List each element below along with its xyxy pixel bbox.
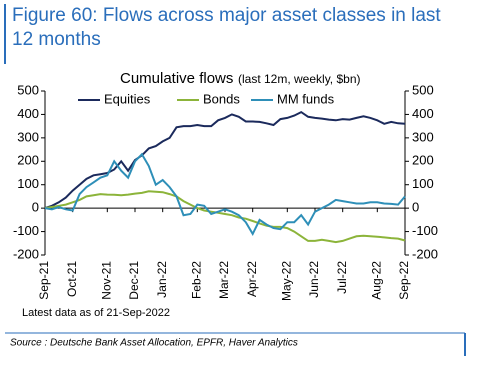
y2-tick-label: -200: [412, 246, 438, 261]
x-tick-label: Dec-21: [127, 261, 141, 300]
y2-tick-label: 0: [412, 200, 419, 215]
x-tick-label: Mar-22: [217, 261, 231, 299]
y-tick-label: 0: [32, 200, 39, 215]
legend-label: Bonds: [203, 91, 240, 106]
x-tick-label: Sep-22: [397, 261, 411, 300]
y-tick-label: -100: [13, 223, 39, 238]
x-tick-label: Jun-22: [307, 261, 321, 298]
y-tick-label: 400: [17, 106, 39, 121]
y-tick-label: 300: [17, 129, 39, 144]
x-tick-label: Nov-21: [99, 261, 113, 300]
x-tick-label: Jan-22: [155, 261, 169, 298]
y2-tick-label: 400: [412, 106, 434, 121]
series-line: [44, 190, 406, 244]
y-tick-label: 500: [17, 82, 39, 97]
x-tick-label: Sep-21: [37, 261, 51, 300]
x-tick-label: Apr-22: [245, 261, 259, 297]
note: Latest data as of 21-Sep-2022: [22, 307, 170, 319]
x-tick-label: May-22: [279, 261, 293, 301]
legend-label: MM funds: [277, 91, 335, 106]
chart-subtitle: (last 12m, weekly, $bn): [238, 72, 361, 86]
series-line: [44, 152, 406, 237]
y-tick-label: 200: [17, 153, 39, 168]
series-line: [44, 110, 406, 210]
y2-tick-label: -100: [412, 223, 438, 238]
x-tick-label: Jul-22: [335, 261, 349, 294]
source: Source : Deutsche Bank Asset Allocation,…: [10, 338, 298, 349]
y2-tick-label: 200: [412, 153, 434, 168]
x-tick-label: Oct-21: [65, 261, 79, 297]
y2-tick-label: 500: [412, 82, 434, 97]
legend-label: Equities: [104, 91, 151, 106]
y-tick-label: 100: [17, 176, 39, 191]
chart-title: Cumulative flows: [120, 70, 233, 87]
y2-tick-label: 300: [412, 129, 434, 144]
y2-tick-label: 100: [412, 176, 434, 191]
y-tick-label: -200: [13, 246, 39, 261]
x-tick-label: Aug-22: [369, 261, 383, 300]
figure-title: Figure 60: Flows across major asset clas…: [12, 5, 441, 50]
x-tick-label: Feb-22: [189, 261, 203, 299]
